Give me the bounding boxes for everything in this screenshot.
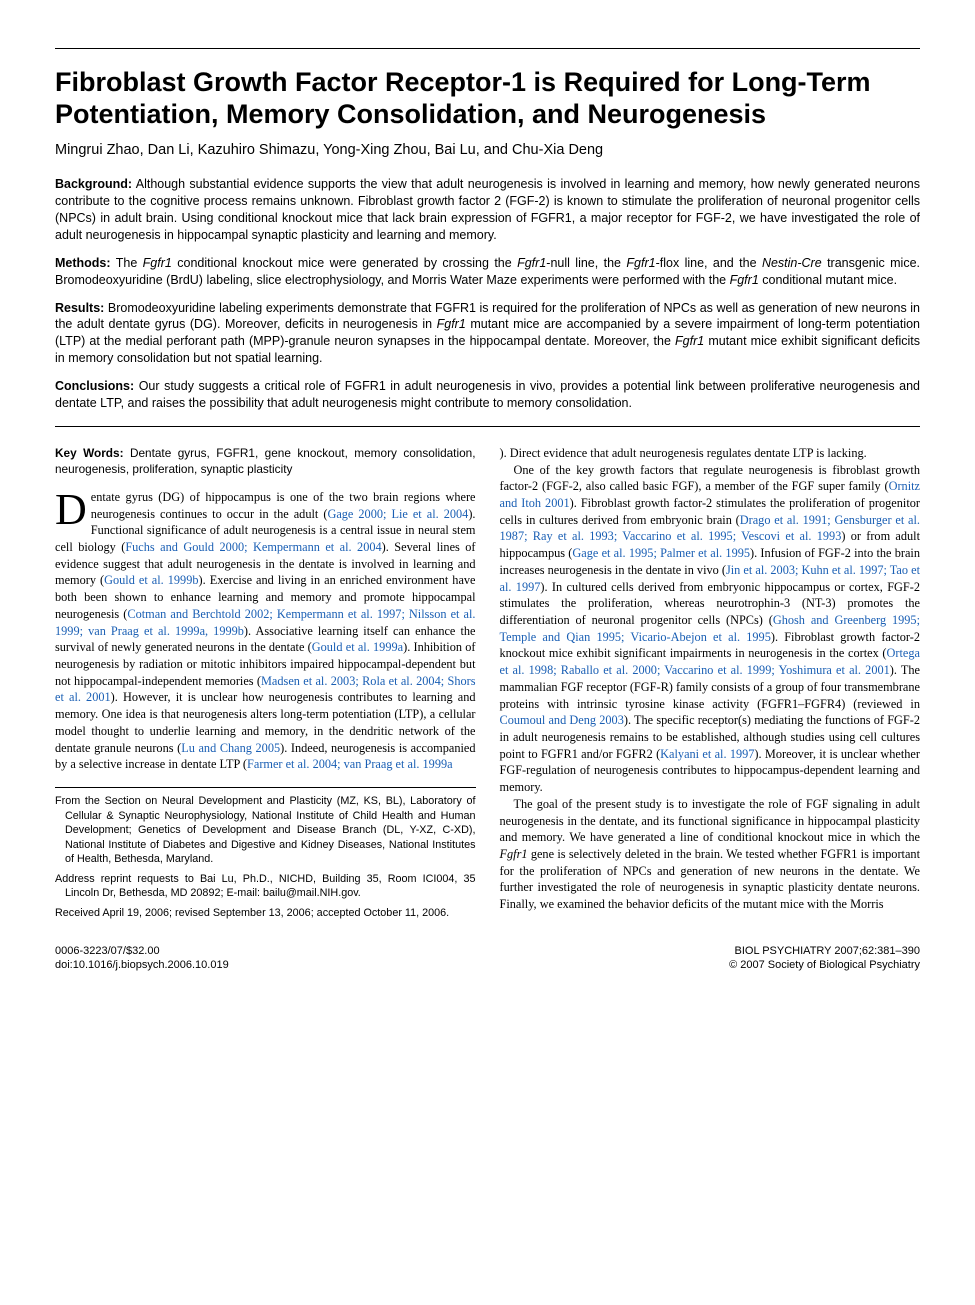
methods-label: Methods: — [55, 256, 111, 270]
abstract-conclusions: Conclusions: Our study suggests a critic… — [55, 378, 920, 412]
citation[interactable]: Gould et al. 1999a — [312, 640, 403, 654]
body-p3: The goal of the present study is to inve… — [500, 796, 921, 913]
citation[interactable]: Gage 2000; Lie et al. 2004 — [327, 507, 468, 521]
dates-note: Received April 19, 2006; revised Septemb… — [55, 906, 476, 921]
citation[interactable]: Lu and Chang 2005 — [181, 741, 280, 755]
citation[interactable]: Kalyani et al. 1997 — [660, 747, 754, 761]
footer-right: BIOL PSYCHIATRY 2007;62:381–390 © 2007 S… — [729, 944, 920, 974]
abstract-results: Results: Bromodeoxyuridine labeling expe… — [55, 300, 920, 368]
body-p1-left: Dentate gyrus (DG) of hippocampus is one… — [55, 489, 476, 773]
footer-doi: doi:10.1016/j.biopsych.2006.10.019 — [55, 958, 229, 973]
background-label: Background: — [55, 177, 132, 191]
background-text: Although substantial evidence supports t… — [55, 177, 920, 242]
page-footer: 0006-3223/07/$32.00 doi:10.1016/j.biopsy… — [55, 944, 920, 974]
keywords-label: Key Words: — [55, 446, 124, 460]
author-list: Mingrui Zhao, Dan Li, Kazuhiro Shimazu, … — [55, 141, 920, 161]
footer-journal: BIOL PSYCHIATRY 2007;62:381–390 — [729, 944, 920, 959]
abstract-methods: Methods: The Fgfr1 conditional knockout … — [55, 255, 920, 289]
citation[interactable]: Gould et al. 1999b — [104, 573, 198, 587]
citation[interactable]: Gage et al. 1995; Palmer et al. 1995 — [572, 546, 750, 560]
article-title: Fibroblast Growth Factor Receptor-1 is R… — [55, 67, 920, 131]
citation[interactable]: Coumoul and Deng 2003 — [500, 713, 624, 727]
body-p2: One of the key growth factors that regul… — [500, 462, 921, 796]
body-p1-right: Farmer et al. 2004; van Praag et al. 199… — [500, 445, 921, 462]
left-column: Key Words: Dentate gyrus, FGFR1, gene kn… — [55, 445, 476, 926]
footer-issn: 0006-3223/07/$32.00 — [55, 944, 229, 959]
results-label: Results: — [55, 301, 104, 315]
right-column: Farmer et al. 2004; van Praag et al. 199… — [500, 445, 921, 926]
footer-copyright: © 2007 Society of Biological Psychiatry — [729, 958, 920, 973]
abstract-background: Background: Although substantial evidenc… — [55, 176, 920, 244]
keywords: Key Words: Dentate gyrus, FGFR1, gene kn… — [55, 445, 476, 477]
dropcap: D — [55, 489, 91, 528]
body-columns: Key Words: Dentate gyrus, FGFR1, gene kn… — [55, 445, 920, 926]
citation[interactable]: Farmer et al. 2004; van Praag et al. 199… — [247, 757, 453, 771]
footnotes: From the Section on Neural Development a… — [55, 787, 476, 921]
affiliation-note: From the Section on Neural Development a… — [55, 794, 476, 867]
top-rule — [55, 48, 920, 49]
conclusions-text: Our study suggests a critical role of FG… — [55, 379, 920, 410]
conclusions-label: Conclusions: — [55, 379, 134, 393]
mid-rule — [55, 426, 920, 427]
correspondence-note: Address reprint requests to Bai Lu, Ph.D… — [55, 872, 476, 901]
citation[interactable]: Fuchs and Gould 2000; Kempermann et al. … — [125, 540, 381, 554]
footer-left: 0006-3223/07/$32.00 doi:10.1016/j.biopsy… — [55, 944, 229, 974]
